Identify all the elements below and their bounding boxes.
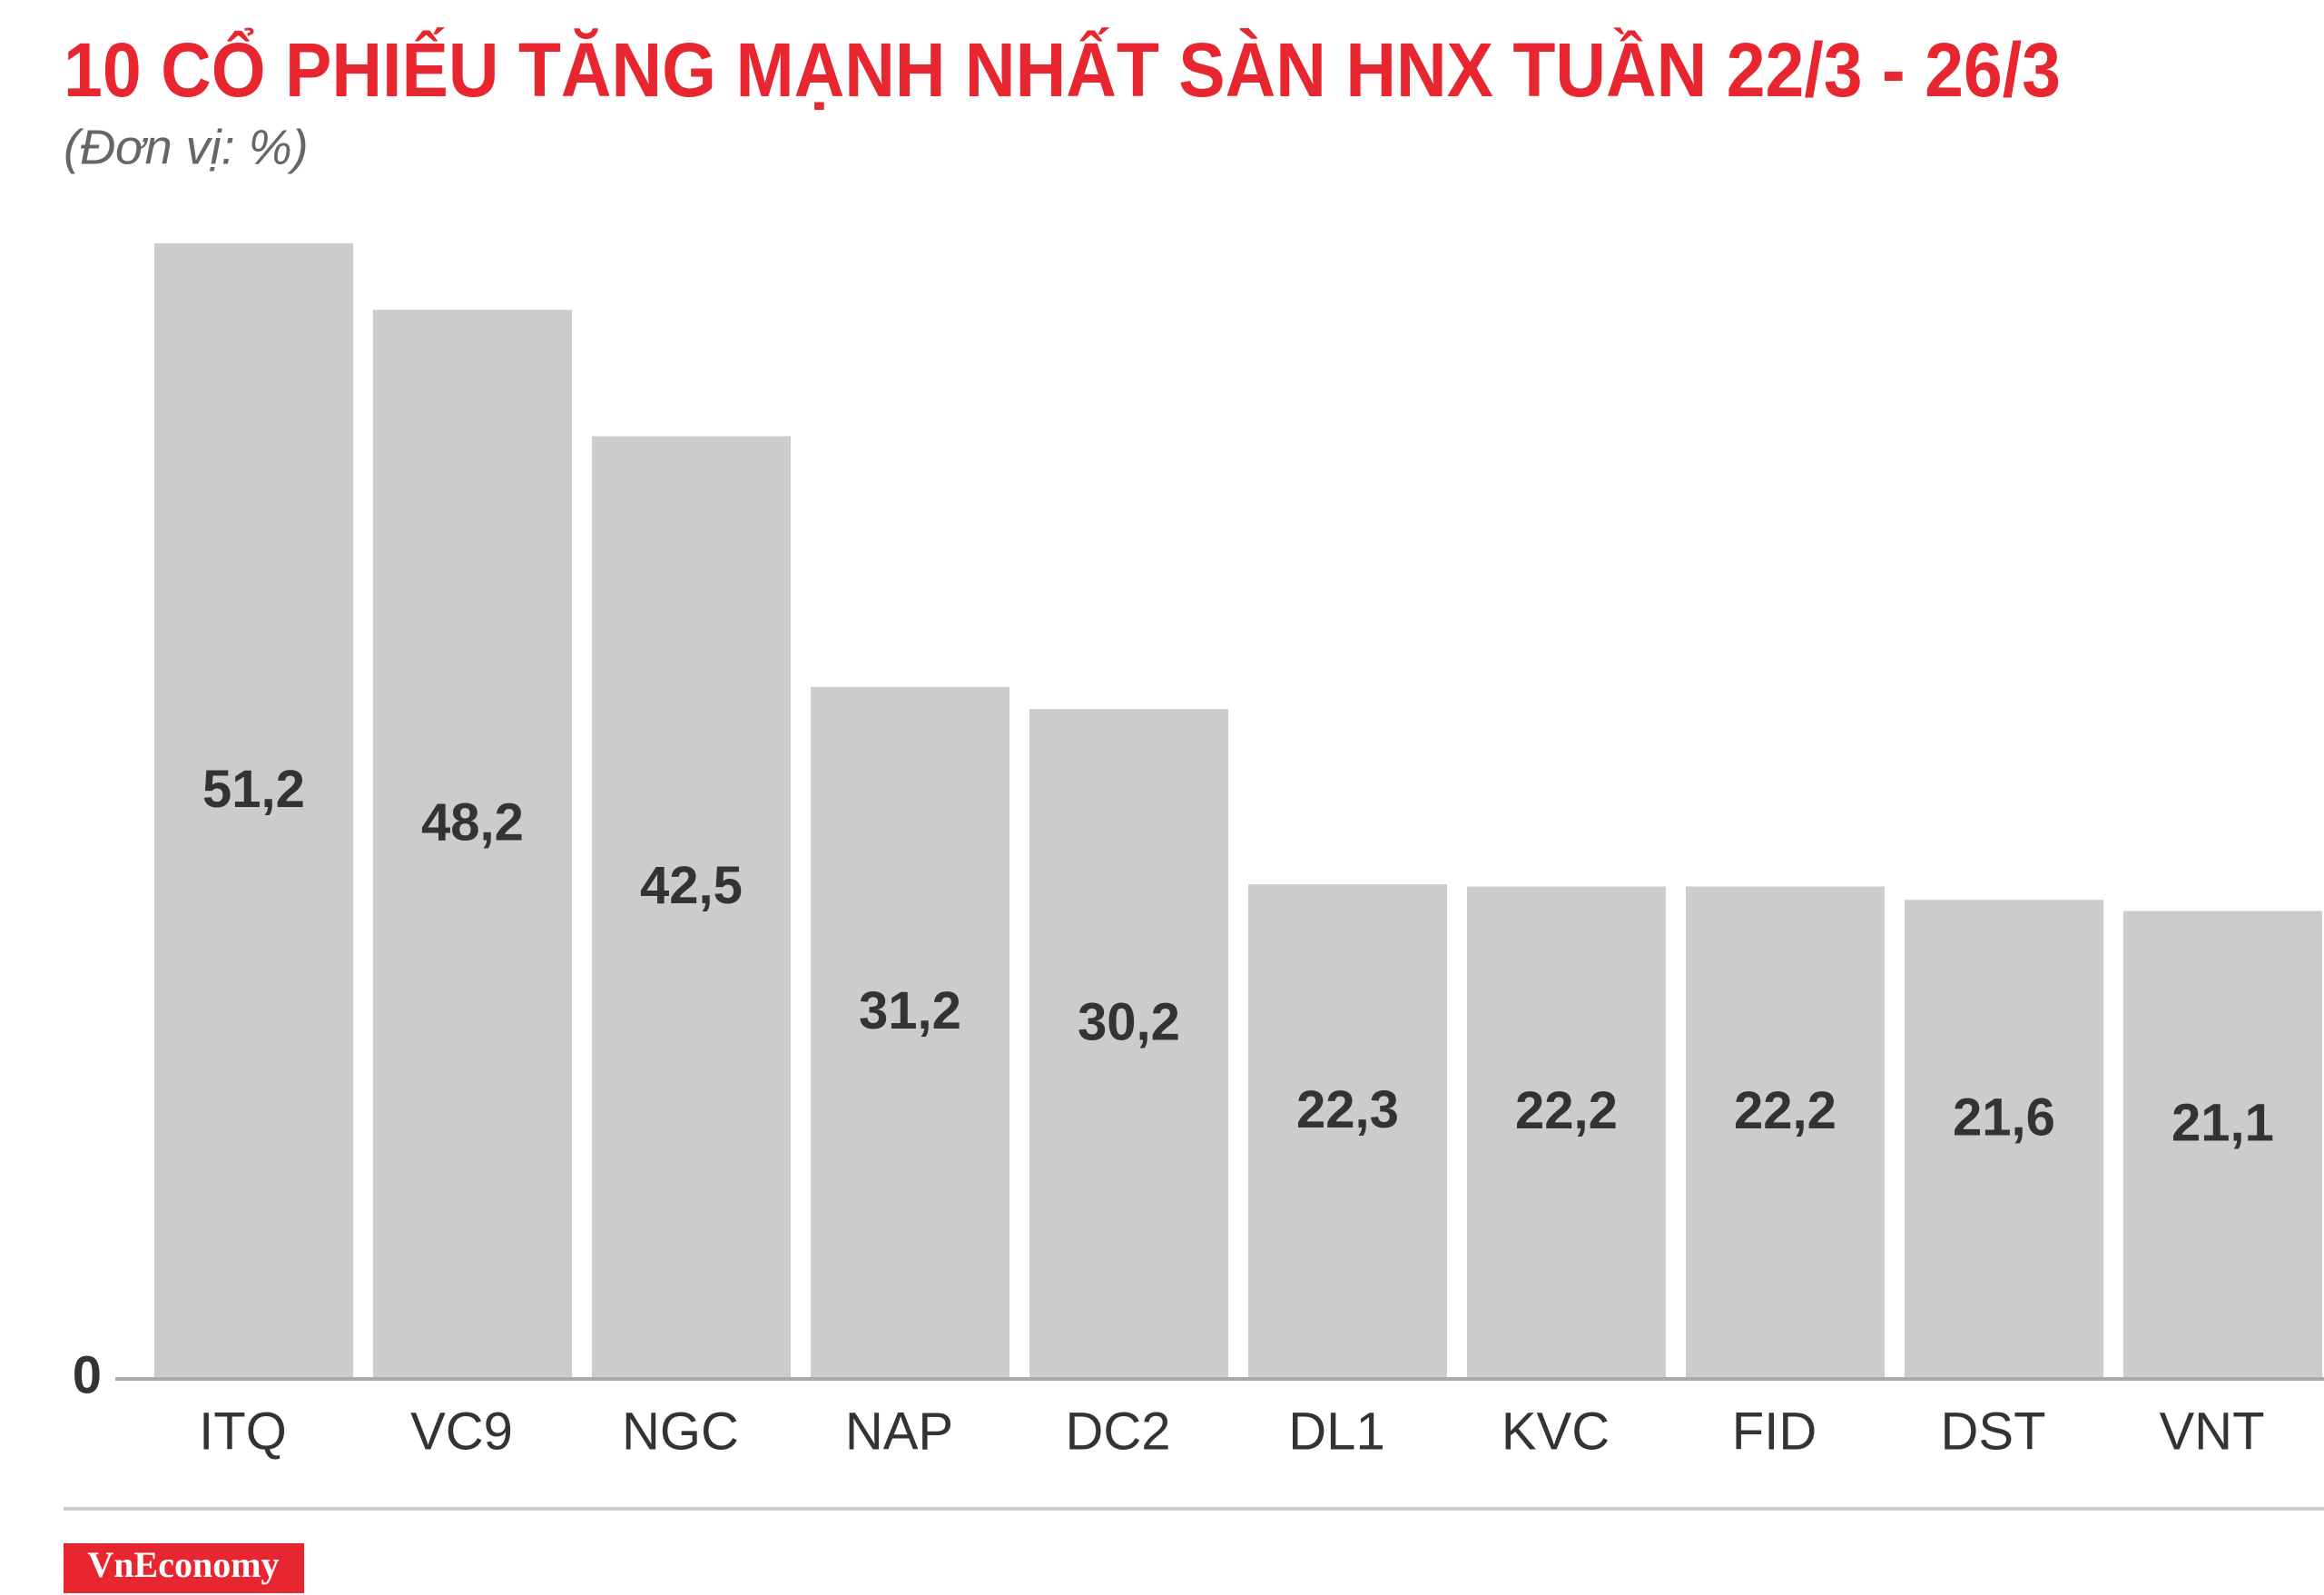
value-label: 22,2 — [1515, 1081, 1618, 1140]
bar — [592, 436, 791, 1379]
value-label: 22,2 — [1734, 1081, 1837, 1140]
bar — [1029, 709, 1228, 1379]
value-label: 51,2 — [202, 760, 305, 819]
y-tick-label: 0 — [73, 1345, 102, 1404]
brand: VnEconomy — [87, 1544, 279, 1585]
brand-box — [64, 1543, 304, 1593]
x-tick-label: DST — [1941, 1402, 2046, 1461]
x-tick-label: FID — [1732, 1402, 1817, 1461]
chart-title: 10 CỔ PHIẾU TĂNG MẠNH NHẤT SÀN HNX TUẦN … — [64, 27, 2061, 113]
bar — [1467, 886, 1666, 1379]
x-tick-label: NAP — [845, 1402, 953, 1461]
x-tick-label: DC2 — [1065, 1402, 1170, 1461]
bar — [1248, 884, 1447, 1379]
x-tick-label: VC9 — [410, 1402, 513, 1461]
value-label: 21,1 — [2171, 1094, 2274, 1153]
value-label: 30,2 — [1078, 992, 1180, 1051]
bar — [373, 310, 572, 1379]
x-tick-label: ITQ — [199, 1402, 287, 1461]
value-label: 22,3 — [1296, 1080, 1399, 1139]
x-tick-label: NGC — [622, 1402, 739, 1461]
x-tick-label: DL1 — [1288, 1402, 1384, 1461]
x-tick-label: KVC — [1502, 1402, 1610, 1461]
chart-subtitle: (Đơn vị: %) — [64, 120, 309, 174]
value-label: 48,2 — [421, 793, 524, 852]
value-label: 42,5 — [640, 856, 743, 915]
bar — [2123, 911, 2322, 1379]
value-label: 31,2 — [859, 981, 961, 1040]
x-tick-label: VNT — [2160, 1402, 2265, 1461]
bar — [1686, 886, 1885, 1379]
value-label: 21,6 — [1953, 1088, 2055, 1147]
bar — [154, 243, 353, 1379]
bar — [1905, 900, 2103, 1379]
bar — [811, 686, 1009, 1379]
